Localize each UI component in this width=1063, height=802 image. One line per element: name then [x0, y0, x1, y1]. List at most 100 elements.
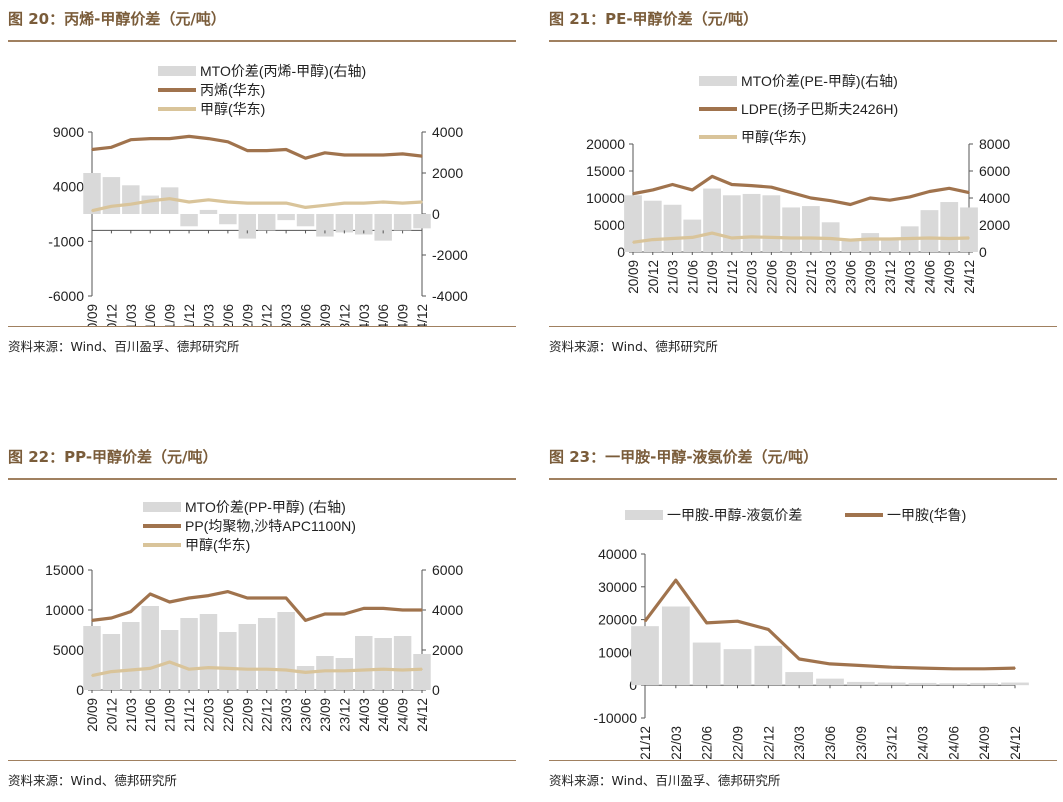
series-line [91, 660, 423, 678]
x-tick-label: 21/03 [666, 260, 681, 294]
y-tick-label-left: 5000 [53, 642, 84, 658]
y-tick-label-left: 20000 [598, 612, 637, 628]
data-point [362, 202, 365, 204]
data-point [849, 239, 852, 241]
area-bar [624, 195, 642, 252]
area-bar [296, 214, 315, 227]
x-tick-label: 22/06 [221, 698, 236, 732]
data-point [246, 149, 249, 152]
data-point [265, 202, 268, 204]
data-point [750, 184, 753, 187]
data-point [928, 237, 931, 239]
y-tick-label-left: 20000 [586, 136, 625, 152]
y-tick-label-left: 0 [76, 682, 84, 698]
chart-panel-20: 图 20：丙烯-甲醇价差（元/吨） 9000 4000 -1000 -6000 4000… [8, 8, 516, 358]
series-line [632, 231, 970, 244]
y-tick-label-right: -4000 [432, 288, 468, 304]
data-point [829, 199, 832, 202]
area-bar [631, 626, 659, 686]
legend-swatch [699, 76, 737, 86]
x-tick-label: 23/09 [318, 698, 333, 732]
y-tick-label-left: 40000 [598, 546, 637, 562]
legend-label: MTO价差(PE-甲醇)(右轴) [741, 73, 898, 89]
x-tick-label: 20/12 [104, 698, 119, 732]
data-point [149, 200, 152, 202]
x-tick-label: 24/03 [916, 726, 931, 760]
x-tick-label: 23/03 [824, 260, 839, 294]
legend-item: 一甲胺(华鲁) [845, 507, 966, 523]
x-tick-label: 21/09 [163, 304, 178, 326]
y-tick-label-left: 10000 [45, 602, 84, 618]
legend-item: 甲醇(华东) [143, 537, 250, 553]
area-bar [199, 209, 218, 214]
x-tick-label: 24/06 [946, 726, 961, 760]
data-point [382, 154, 384, 156]
series-line [91, 134, 423, 160]
data-point [285, 597, 287, 599]
y-tick-label-left: -10000 [593, 710, 637, 726]
data-point [91, 209, 93, 212]
area-bar [785, 672, 814, 686]
source-note: 资料来源：Wind、德邦研究所 [8, 773, 177, 788]
area-bar [122, 622, 140, 690]
data-point [188, 135, 190, 138]
y-tick-label-right: 6000 [979, 163, 1010, 179]
data-point [711, 175, 713, 178]
data-point [343, 670, 346, 672]
legend-label: MTO价差(PP-甲醇) (右轴) [185, 499, 346, 515]
area-bar [141, 606, 159, 690]
y-tick-label-left: 15000 [586, 163, 625, 179]
area-bar [199, 614, 218, 690]
area-bar [754, 645, 783, 686]
data-point [207, 137, 210, 140]
x-tick-label: 21/03 [124, 698, 139, 732]
legend-label: 甲醇(华东) [185, 537, 250, 553]
legend-swatch [158, 66, 196, 76]
data-point [91, 674, 93, 677]
data-point [632, 241, 634, 244]
x-tick-label: 21/09 [705, 260, 720, 294]
area-bar [801, 206, 820, 252]
area-bar [393, 636, 412, 690]
data-point [908, 237, 911, 240]
area-bar [238, 624, 257, 690]
source-note: 资料来源：Wind、百川盈孚、德邦研究所 [8, 339, 240, 354]
legend-swatch [143, 502, 181, 512]
y-tick-label-left: 30000 [598, 579, 637, 595]
y-tick-label-right: 6000 [432, 562, 463, 578]
data-point [91, 148, 93, 151]
data-point [869, 197, 871, 199]
data-point [736, 620, 739, 623]
x-tick-label: 20/12 [646, 260, 661, 294]
y-tick-label-left: 0 [617, 244, 625, 260]
area-bar [102, 634, 121, 690]
data-point [651, 238, 654, 241]
x-tick-label: 24/12 [415, 304, 430, 326]
chart-panel-21: 图 21：PE-甲醇价差（元/吨） 20000 15000 10000 5000 0 80… [549, 8, 1057, 358]
y-tick-label-right: -2000 [432, 247, 468, 263]
area-bar [940, 202, 959, 252]
data-point [889, 238, 891, 240]
data-point [691, 189, 694, 191]
area-bar [219, 632, 237, 690]
x-tick-label: 22/09 [240, 698, 255, 732]
area-bar [908, 682, 937, 686]
legend-label: LDPE(扬子巴斯夫2426H) [741, 101, 898, 117]
x-tick-label: 22/09 [731, 726, 746, 760]
x-tick-label: 20/09 [85, 304, 100, 326]
source-divider [549, 326, 1057, 327]
data-point [401, 202, 404, 204]
y-tick-label-left: -6000 [48, 288, 84, 304]
x-tick-label: 24/06 [376, 304, 391, 326]
data-point [968, 237, 970, 239]
area-bar [219, 214, 237, 225]
area-bar [277, 214, 295, 221]
area-bar [393, 214, 412, 231]
title-divider [549, 40, 1057, 42]
series-area [631, 606, 1029, 686]
x-tick-label: 24/03 [357, 304, 372, 326]
data-point [644, 620, 646, 623]
area-bar [160, 630, 179, 690]
data-point [207, 594, 210, 597]
x-tick-label: 23/03 [279, 698, 294, 732]
